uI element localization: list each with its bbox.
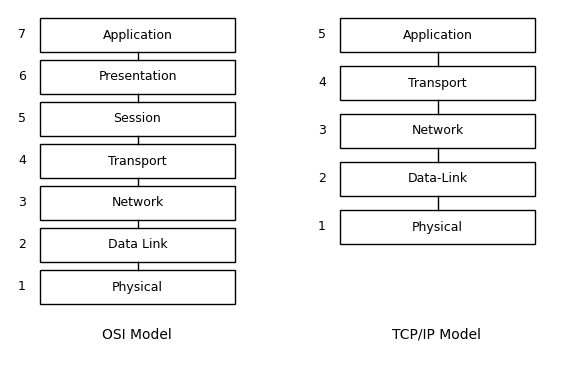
Bar	[40, 270, 235, 304]
Text: 7: 7	[18, 29, 26, 42]
Bar	[40, 186, 235, 220]
Text: 1: 1	[18, 280, 26, 294]
Text: Network: Network	[411, 125, 464, 138]
Text: 6: 6	[18, 71, 26, 83]
Text: TCP/IP Model: TCP/IP Model	[392, 328, 482, 342]
Text: Transport: Transport	[408, 77, 467, 90]
Text: Transport: Transport	[108, 154, 167, 167]
Bar	[40, 102, 235, 136]
Text: Application: Application	[103, 29, 172, 42]
Text: Data Link: Data Link	[108, 238, 167, 251]
Text: 1: 1	[318, 221, 326, 234]
Text: Network: Network	[111, 196, 164, 209]
Bar	[40, 60, 235, 94]
Text: 2: 2	[318, 173, 326, 186]
Text: Application: Application	[403, 29, 472, 42]
Text: OSI Model: OSI Model	[102, 328, 172, 342]
Bar	[40, 228, 235, 262]
Bar	[40, 18, 235, 52]
Bar	[40, 144, 235, 178]
Bar	[340, 18, 535, 52]
Text: 5: 5	[318, 29, 326, 42]
Text: Physical: Physical	[112, 280, 163, 294]
Bar	[340, 210, 535, 244]
Text: Physical: Physical	[412, 221, 463, 234]
Text: 4: 4	[318, 77, 326, 90]
Bar	[340, 114, 535, 148]
Text: 2: 2	[18, 238, 26, 251]
Text: Session: Session	[113, 112, 161, 125]
Text: 3: 3	[318, 125, 326, 138]
Text: 5: 5	[18, 112, 26, 125]
Text: Data-Link: Data-Link	[407, 173, 468, 186]
Text: 3: 3	[18, 196, 26, 209]
Text: 4: 4	[18, 154, 26, 167]
Bar	[340, 66, 535, 100]
Text: Presentation: Presentation	[98, 71, 177, 83]
Bar	[340, 162, 535, 196]
